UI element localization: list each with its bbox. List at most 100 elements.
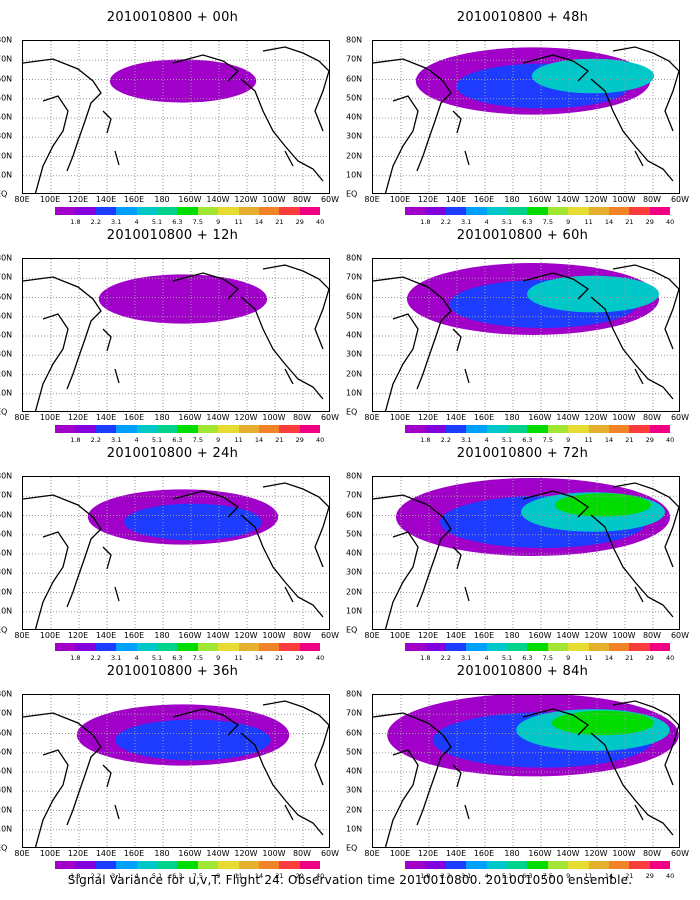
latitude-label: 30N <box>0 131 13 141</box>
colorbar-label: 2.2 <box>90 654 101 662</box>
colorbar-label: 5.1 <box>151 654 163 662</box>
colorbar <box>405 207 671 215</box>
colorbar-swatch <box>258 425 280 433</box>
longitude-label: 180 <box>154 195 170 204</box>
colorbar-swatch <box>425 207 446 215</box>
longitude-label: 120E <box>417 631 439 640</box>
longitude-label: 120W <box>234 413 258 422</box>
latitude-label: 60N <box>346 74 363 83</box>
longitude-label: 120W <box>584 413 608 422</box>
longitude-label: 80W <box>642 631 662 640</box>
colorbar-label: 3.1 <box>461 436 472 444</box>
colorbar-swatch <box>177 425 198 433</box>
latitude-label: 80N <box>0 689 13 699</box>
latitude-label: 80N <box>346 471 363 481</box>
colorbar-label: 3.1 <box>111 436 122 444</box>
map-frame <box>372 258 680 412</box>
colorbar-label: 21 <box>275 654 284 662</box>
latitude-label: 50N <box>346 529 363 539</box>
longitude-label: 120E <box>417 195 439 204</box>
longitude-label: 100E <box>39 631 61 640</box>
colorbar-label: 29 <box>645 218 654 226</box>
colorbar-label: 7.5 <box>542 436 553 444</box>
colorbar-label: 3.1 <box>111 218 122 226</box>
colorbar-swatch <box>608 425 630 433</box>
variance-region-peak <box>551 710 655 736</box>
longitude-label: 180 <box>154 849 170 858</box>
colorbar-swatch <box>197 207 219 215</box>
colorbar-swatch <box>197 861 219 869</box>
longitude-label: 160W <box>178 631 202 640</box>
colorbar-swatch <box>55 643 76 651</box>
colorbar-swatch <box>547 643 569 651</box>
colorbar-swatch <box>136 861 157 869</box>
longitude-label: 80E <box>14 631 30 640</box>
variance-region-mid <box>115 719 271 761</box>
colorbar-swatch <box>506 861 528 869</box>
colorbar-label: 21 <box>275 872 284 880</box>
colorbar-swatch <box>466 425 487 433</box>
latitude-label: EQ <box>346 407 358 417</box>
longitude-label: 80W <box>292 195 312 204</box>
colorbar-swatch <box>55 861 76 869</box>
colorbar-swatch <box>156 425 178 433</box>
colorbar-swatch <box>177 207 198 215</box>
colorbar-label: 2.2 <box>440 654 451 662</box>
map-panel: 2010010800 + 84h 80N 70N 60N 50N 40N 30N 20N 10N… <box>346 654 695 880</box>
latitude-label: 60N <box>0 728 13 737</box>
latitude-label: 50N <box>0 747 13 757</box>
colorbar-swatch <box>608 207 630 215</box>
longitude-label: 100W <box>612 195 636 204</box>
colorbar-swatch <box>608 861 630 869</box>
latitude-label: EQ <box>0 189 8 199</box>
colorbar-label: 21 <box>625 218 634 226</box>
latitude-label: 40N <box>0 548 13 558</box>
colorbar-swatch <box>588 643 609 651</box>
map-frame <box>372 694 680 848</box>
colorbar-swatch <box>506 643 528 651</box>
colorbar-label: 11 <box>234 654 243 662</box>
colorbar-swatch <box>486 643 507 651</box>
colorbar-swatch <box>649 207 671 215</box>
longitude-label: 80W <box>292 631 312 640</box>
panel-title: 2010010800 + 84h <box>456 664 589 679</box>
coastline-north-america <box>522 700 679 836</box>
longitude-label: 160W <box>528 195 552 204</box>
colorbar-label: 11 <box>234 436 243 444</box>
longitude-label: 100W <box>612 849 636 858</box>
longitude-label: 60W <box>670 195 690 204</box>
colorbar-label: 4 <box>484 872 489 880</box>
longitude-label: 160E <box>473 849 495 858</box>
colorbar-label: 7.5 <box>542 872 553 880</box>
latitude-label: EQ <box>0 625 8 635</box>
latitude-label: 80N <box>346 253 363 263</box>
longitude-label: 160E <box>123 413 145 422</box>
colorbar-swatch <box>75 207 96 215</box>
colorbar-swatch <box>75 861 96 869</box>
longitude-label: 140W <box>206 631 230 640</box>
colorbar-swatch <box>425 861 446 869</box>
colorbar-label: 7.5 <box>192 436 203 444</box>
colorbar-swatch <box>649 643 671 651</box>
colorbar-swatch <box>547 861 569 869</box>
colorbar-swatch <box>156 861 178 869</box>
latitude-label: 50N <box>0 529 13 539</box>
colorbar-label: 29 <box>295 218 304 226</box>
colorbar-swatch <box>279 425 300 433</box>
colorbar-label: 40 <box>316 872 325 880</box>
colorbar-label: 21 <box>625 872 634 880</box>
figure-caption: Signal Variance for u,v,T. Flight 24. Ob… <box>67 873 633 887</box>
latitude-label: 20N <box>346 151 363 160</box>
colorbar-swatch <box>156 207 178 215</box>
latitude-label: 70N <box>0 54 13 64</box>
colorbar-swatch <box>405 643 426 651</box>
map-canvas <box>23 259 329 411</box>
longitude-label: 120E <box>417 849 439 858</box>
longitude-label: 180 <box>154 631 170 640</box>
colorbar-label: 3.1 <box>111 872 122 880</box>
latitude-label: 70N <box>346 272 363 282</box>
colorbar-swatch <box>238 643 259 651</box>
colorbar-label: 1.8 <box>420 872 431 880</box>
longitude-label: 80E <box>364 849 380 858</box>
colorbar-swatch <box>568 425 589 433</box>
